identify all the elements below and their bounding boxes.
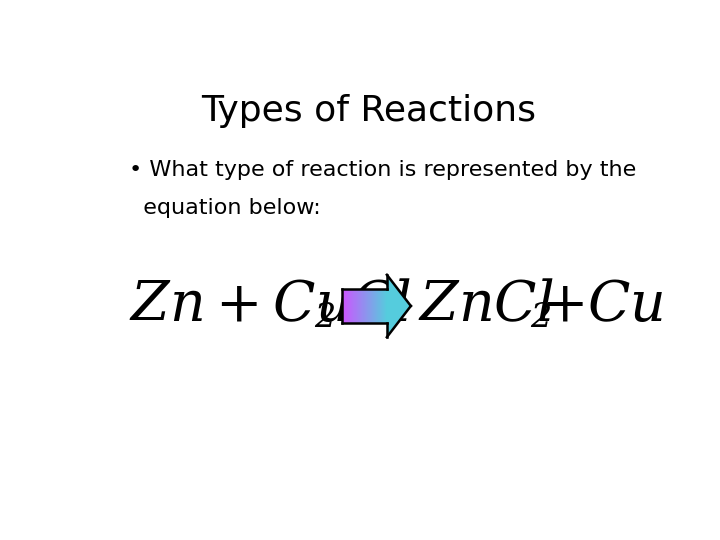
Bar [359,288,360,323]
Bar [375,288,376,323]
Bar [381,288,382,323]
Bar [372,288,373,323]
Bar [343,288,344,323]
Bar [347,288,348,323]
Bar [357,288,358,323]
Bar [386,288,387,323]
Text: Types of Reactions: Types of Reactions [202,94,536,128]
Bar [363,288,364,323]
Bar [358,288,359,323]
Bar [384,288,385,323]
Bar [378,288,379,323]
Bar [368,288,369,323]
Text: $\mathregular{2}$: $\mathregular{2}$ [530,302,551,334]
Text: $\mathregular{ZnCl}$: $\mathregular{ZnCl}$ [418,279,554,333]
Bar [359,288,360,323]
Bar [349,288,350,323]
Bar [354,288,355,323]
Text: equation below:: equation below: [129,198,321,218]
Bar [350,288,351,323]
Bar [356,288,357,323]
Bar [344,288,346,323]
Bar [342,288,343,323]
Bar [380,288,381,323]
Bar [374,288,375,323]
Bar [361,288,363,323]
Bar [370,288,371,323]
Bar [349,288,351,323]
Bar [367,288,368,323]
Bar [384,288,385,323]
Bar [382,288,383,323]
Bar [362,288,363,323]
Bar [351,288,353,323]
Bar [365,288,366,323]
Bar [346,288,347,323]
Bar [373,288,374,323]
Bar [344,288,345,323]
Bar [377,288,378,323]
Bar [347,288,348,323]
Bar [379,288,380,323]
Bar [374,288,375,323]
Text: $\mathregular{Zn + CuCl}$: $\mathregular{Zn + CuCl}$ [129,279,411,333]
Bar [356,288,358,323]
Bar [369,288,370,323]
Bar [361,288,362,323]
Bar [376,288,377,323]
Bar [364,288,365,323]
Bar [372,288,373,323]
Bar [360,288,361,323]
Bar [379,288,380,323]
Bar [353,288,354,323]
Bar [351,288,352,323]
Bar [352,288,353,323]
Bar [348,288,349,323]
Bar [383,288,384,323]
Bar [364,288,365,323]
Bar [366,288,367,323]
Bar [345,288,346,323]
Text: • What type of reaction is represented by the: • What type of reaction is represented b… [129,160,636,180]
Bar [366,288,368,323]
Text: $\mathregular{ + Cu}$: $\mathregular{ + Cu}$ [541,279,664,333]
Text: $\mathregular{2}$: $\mathregular{2}$ [315,302,336,334]
Bar [377,288,378,323]
Bar [369,288,370,323]
Bar [354,288,356,323]
Bar [371,288,372,323]
Bar [355,288,356,323]
Polygon shape [387,275,411,337]
Bar [385,288,386,323]
